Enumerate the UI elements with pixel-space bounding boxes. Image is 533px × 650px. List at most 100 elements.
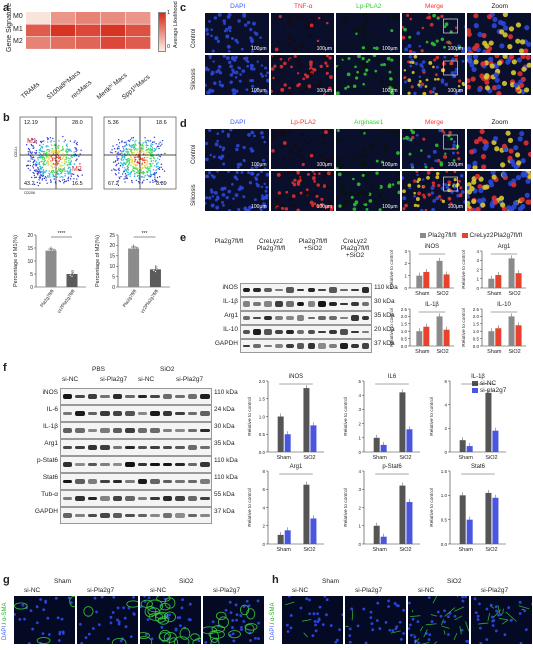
heatmap-cell — [26, 24, 51, 37]
blot-band — [350, 288, 359, 292]
channel-header: Lp-PLA2 — [290, 119, 316, 126]
blot-band — [125, 514, 135, 517]
category-label: Pla2g7fl/fl — [122, 289, 138, 308]
microscopy-image: 100μm — [270, 13, 334, 53]
heatmap-cell — [101, 12, 126, 24]
blot-band — [175, 480, 185, 483]
microscopy-image: 100μm — [205, 171, 269, 211]
blot-band — [200, 393, 210, 400]
legend-swatch — [472, 380, 478, 386]
blot-band — [285, 330, 294, 334]
blot-band — [100, 428, 110, 433]
axis-tick-label: 0 — [404, 286, 407, 291]
blot-band — [361, 301, 370, 307]
blot-band — [100, 395, 110, 398]
bar — [303, 484, 310, 544]
legend-text: si-pla2g7 — [480, 387, 507, 394]
blot-band — [200, 479, 210, 484]
blot-band — [100, 512, 110, 519]
blot-band — [100, 410, 110, 417]
stain-label: DAPI / α-SMA — [2, 603, 8, 641]
microscopy-image: 100μm — [336, 13, 400, 53]
stain-separator: / — [2, 620, 8, 626]
blot-band — [187, 496, 197, 501]
axis-tick-label: 1 — [404, 273, 407, 278]
axis-tick-label: 1.0 — [473, 329, 480, 334]
bar-chart-il-1-: 0.0 0.5 1.0 1.5 2.0 2.5 Relative to control IL-… — [389, 302, 454, 355]
stain-dapi: DAPI — [270, 625, 276, 640]
blot-band — [87, 444, 97, 451]
immunofluorescence-image — [140, 596, 201, 644]
bar-chart-il-1-: 0 2 4 6 Relative to control IL-1β Sham SiO2 — [429, 374, 506, 461]
blot-band — [187, 514, 197, 517]
blot-band — [162, 445, 172, 450]
legend-title: Average Likelihood — [173, 1, 179, 48]
lane-label: si-NC — [62, 376, 79, 383]
microscopy-cells — [270, 171, 334, 211]
blot-band — [340, 329, 348, 335]
bar-chart-arg1: 0 1 2 3 4 Relative to control Arg1 Sham SiO2 — [461, 244, 526, 297]
blot-band — [87, 513, 97, 518]
blot-band — [62, 411, 72, 416]
blot-band — [87, 462, 97, 466]
m1-quadrant-label: M1 — [27, 138, 37, 145]
blot-band — [100, 462, 110, 467]
bar-chart-inos: 0.0 0.5 1.0 1.5 2.0 Relative to control iNOS Sh… — [247, 374, 324, 461]
bar — [310, 425, 317, 452]
panel-label-g: g — [3, 574, 10, 586]
blot-band — [329, 330, 337, 334]
molecular-weight-label: 30 kDa — [214, 423, 235, 430]
y-axis-label: Relative to control — [429, 397, 435, 435]
blot-band — [242, 329, 251, 335]
blot-band — [112, 428, 122, 433]
blot-band — [62, 496, 72, 501]
bar — [373, 437, 380, 452]
chart-title: IL-10 — [497, 302, 511, 308]
microscopy-image: 100μm — [270, 55, 334, 95]
blot-band — [87, 394, 97, 399]
legend-e: Pla2g7fl/fl CreLyz2Pla2g7fl/fl — [420, 232, 527, 239]
axis-tick-label: 0.0 — [259, 450, 266, 455]
microscopy-cells — [205, 13, 262, 53]
microscopy-image: 100μm — [401, 171, 465, 211]
blot-band — [125, 395, 135, 398]
axis-tick-label: 10 — [27, 259, 33, 265]
heatmap-cell — [76, 12, 101, 24]
quadrant-percentage: 18.6 — [156, 120, 167, 126]
y-axis-label: Percentage of M1(%) — [13, 235, 19, 287]
blot-band-label: IL-1β — [223, 298, 238, 305]
molecular-weight-label: 55 kDa — [214, 491, 235, 498]
axis-tick-label: 25 — [109, 233, 115, 239]
molecular-weight-label: 110 kDa — [214, 474, 238, 481]
microscopy-image — [467, 171, 531, 211]
microscopy-cells — [402, 129, 460, 169]
y-axis-label: Relative to control — [429, 488, 435, 526]
blot-band — [275, 330, 283, 334]
blot-band — [75, 445, 85, 450]
panel-label-h: h — [272, 574, 279, 586]
blot-band-label: Stat6 — [42, 474, 58, 481]
scale-bar-label: 100μm — [251, 88, 267, 94]
axis-tick-label: 4 — [358, 469, 361, 474]
blot-band-label: iNOS — [42, 389, 58, 396]
x-category-label: Sham — [372, 455, 387, 461]
molecular-weight-label: 24 kDa — [214, 406, 235, 413]
blot-band — [253, 302, 262, 306]
blot-band — [162, 495, 172, 502]
microscopy-cells — [270, 14, 333, 52]
blot-band — [162, 428, 172, 433]
chart-title: IL-1β — [471, 374, 485, 380]
lane-label: si-NC — [292, 587, 309, 594]
panel-label-f: f — [3, 362, 7, 374]
blot-band — [200, 411, 210, 416]
blot-band — [307, 301, 316, 307]
chart-title: Arg1 — [290, 464, 303, 470]
molecular-weight-label: 110 kDa — [214, 389, 238, 396]
microscopy-cells — [270, 55, 334, 95]
significance-label: **** — [58, 231, 66, 237]
legend-min: 0 — [167, 44, 171, 50]
bar-chart-p-stat6: 0 1 2 3 4 Relative to control p-Stat6 Sham SiO2 — [343, 464, 420, 553]
blot-band — [361, 330, 370, 334]
axis-tick-label: 8 — [262, 469, 265, 474]
blot-band — [175, 411, 185, 416]
